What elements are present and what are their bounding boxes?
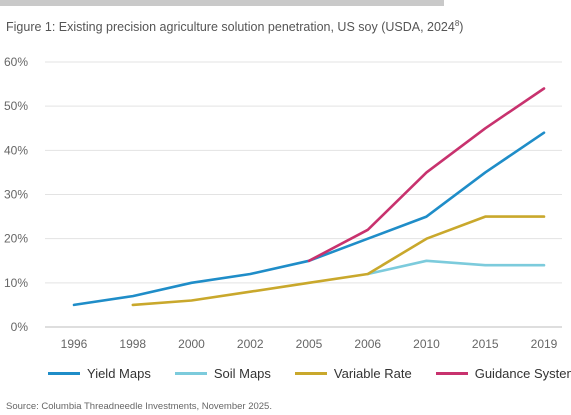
source-note: Source: Columbia Threadneedle Investment… [6, 401, 272, 412]
x-tick-label: 1998 [119, 337, 146, 351]
y-tick-label: 60% [4, 55, 28, 69]
legend-swatch [48, 372, 80, 375]
x-tick-label: 2010 [413, 337, 440, 351]
y-tick-label: 10% [4, 276, 28, 290]
x-tick-label: 2000 [178, 337, 205, 351]
y-tick-label: 50% [4, 99, 28, 113]
figure-title-footnote: 8 [454, 18, 460, 28]
legend-item-variable-rate: Variable Rate [294, 366, 412, 381]
y-tick-label: 20% [4, 232, 28, 246]
x-tick-label: 2002 [237, 337, 264, 351]
x-tick-label: 2005 [296, 337, 323, 351]
series-line-guidance-systems [307, 87, 546, 263]
figure-title-close: ) [459, 20, 464, 34]
x-tick-label: 2015 [472, 337, 499, 351]
y-tick-label: 30% [4, 188, 28, 202]
legend-swatch [435, 372, 468, 375]
series-line-variable-rate [131, 215, 546, 307]
legend-swatch [294, 372, 327, 375]
legend-label: Soil Maps [213, 366, 271, 381]
legend-swatch [174, 372, 207, 375]
chart-legend: Yield Maps Soil Maps Variable Rate Guidance… [48, 366, 571, 381]
series-line-soil-maps [366, 259, 546, 276]
x-tick-label: 2019 [531, 337, 558, 351]
line-chart: 0% 10% 20% 30% 40% 50% 60% 1996 1998 2000 2002 2005… [4, 55, 562, 351]
legend-label: Guidance Systems [474, 366, 571, 381]
legend-item-soil-maps: Soil Maps [174, 366, 271, 381]
series-line-yield-maps [72, 131, 546, 307]
legend-item-guidance-systems: Guidance Systems [435, 366, 571, 381]
top-rule [0, 0, 444, 6]
legend-label: Variable Rate [333, 366, 412, 381]
legend-item-yield-maps: Yield Maps [48, 366, 151, 381]
y-tick-label: 40% [4, 143, 28, 157]
figure-title-text: Figure 1: Existing precision agriculture… [6, 20, 455, 34]
legend-label: Yield Maps [87, 366, 151, 381]
y-tick-label: 0% [11, 320, 29, 334]
figure-title: Figure 1: Existing precision agriculture… [6, 18, 464, 34]
x-tick-label: 1996 [61, 337, 88, 351]
x-tick-label: 2006 [354, 337, 381, 351]
